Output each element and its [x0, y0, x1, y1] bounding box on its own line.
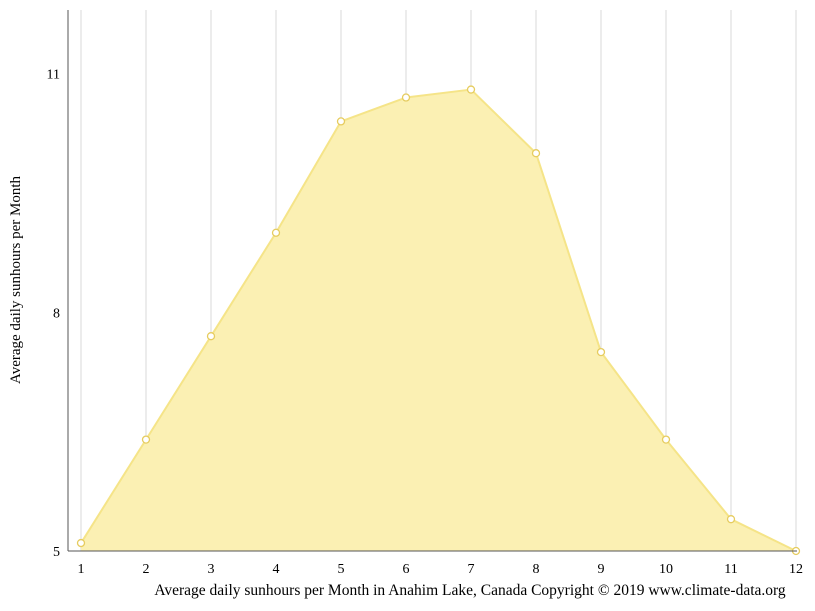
data-point-month-7: [466, 85, 476, 94]
data-point-month-3: [206, 332, 216, 341]
x-tick-label-12: 12: [789, 562, 803, 577]
data-point-month-8: [531, 149, 541, 158]
area-fill: [81, 89, 796, 551]
x-tick-label-8: 8: [533, 562, 540, 577]
y-axis-title: Average daily sunhours per Month: [8, 176, 24, 385]
x-tick-label-4: 4: [273, 562, 280, 577]
data-point-month-11: [726, 515, 736, 524]
axes: [67, 10, 797, 552]
data-point-month-5: [336, 117, 346, 126]
y-tick-label-11: 11: [47, 68, 60, 83]
x-tick-label-9: 9: [598, 562, 605, 577]
data-point-month-10: [661, 435, 671, 444]
series-line: [80, 88, 797, 552]
data-point-month-2: [141, 435, 151, 444]
x-tick-label-5: 5: [338, 562, 345, 577]
x-tick-label-11: 11: [724, 562, 737, 577]
data-point-month-4: [271, 228, 281, 237]
y-tick-label-8: 8: [53, 306, 60, 321]
x-tick-label-2: 2: [143, 562, 150, 577]
chart-title: Average daily sunhours per Month in Anah…: [154, 582, 786, 599]
series-group: [76, 85, 801, 556]
data-point-month-6: [401, 93, 411, 102]
y-axis-tick-labels: 5 8 11: [47, 68, 60, 560]
x-tick-label-1: 1: [78, 562, 85, 577]
x-axis-tick-labels: 1 2 3 4 5 6 7 8 9 10 11 12: [78, 562, 804, 577]
x-tick-label-10: 10: [659, 562, 673, 577]
data-point-month-9: [596, 347, 606, 357]
data-point-month-1: [76, 538, 86, 548]
x-tick-label-3: 3: [208, 562, 215, 577]
x-tick-label-6: 6: [403, 562, 410, 577]
x-tick-label-7: 7: [468, 562, 475, 577]
y-tick-label-5: 5: [53, 545, 60, 560]
